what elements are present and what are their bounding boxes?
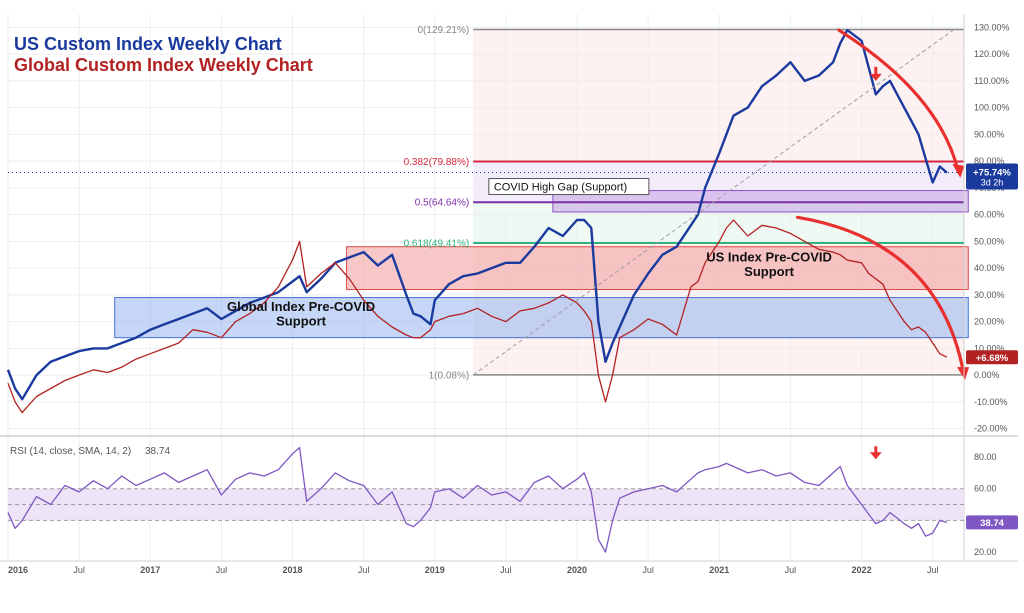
trend-diagonal [472,29,955,376]
zone-label: Global Index Pre-COVID [227,299,375,314]
fib-label: 0.5(64.64%) [415,198,469,209]
arrow-us [837,28,960,174]
rsi-tick-label: 80.00 [974,452,997,462]
y-tick-label: 20.00% [974,317,1005,327]
rsi-line [7,446,948,553]
fib-label: 0(129.21%) [417,25,469,36]
zone-label: Support [276,314,326,329]
y-tick-label: 10.00% [974,343,1005,353]
rsi-badge-value: 38.74 [980,518,1004,529]
zone-2 [114,297,969,339]
y-tick-label: 80.00% [974,156,1005,166]
y-tick-label: 130.00% [974,22,1010,32]
rsi-value: 38.74 [145,446,170,457]
fib-label: 1(0.08%) [429,370,470,381]
arrow-global-head [957,367,969,381]
y-tick-label: 120.00% [974,49,1010,59]
x-tick-label: 2022 [852,565,872,575]
x-tick-label: Jul [216,565,228,575]
rsi-value-badge [966,515,1018,530]
last-value-us: +75.74% [973,168,1011,179]
y-tick-label: -10.00% [974,397,1008,407]
y-tick-label: -20.00% [974,424,1008,434]
x-tick-label: Jul [73,565,85,575]
x-tick-label: Jul [500,565,512,575]
zone-label: Support [744,264,794,279]
arrow-global [795,215,966,377]
rsi-tick-label: 60.00 [974,484,997,494]
down-arrow-main-head [869,73,882,81]
y-tick-label: 110.00% [974,76,1009,86]
rsi-title: RSI (14, close, SMA, 14, 2) [10,446,131,457]
x-tick-label: 2019 [425,565,445,575]
axes: 130.00% 120.00% 110.00% 100.00% 90.00% 80.00%… [0,14,1018,560]
chart-subtitle: Global Custom Index Weekly Chart [14,55,313,75]
last-value-badge-us [966,163,1018,190]
y-tick-label: 30.00% [974,290,1005,300]
last-value-badge-global [966,350,1018,365]
annotations: COVID High Gap (Support) US Index Pre-COV… [8,28,969,381]
series-line-1 [7,219,948,414]
fib-label: 0.618(49.41%) [404,238,470,249]
fib-label: 0.382(79.88%) [404,157,470,168]
zone-1 [346,246,969,291]
last-value-global: +6.68% [976,353,1009,364]
arrow-us-head [952,163,965,178]
last-value-us-countdown: 3d 2h [981,178,1004,188]
y-tick-label: 90.00% [974,129,1005,139]
x-tick-label: 2018 [283,565,303,575]
x-axis: 2016 Jul 2017 Jul 2018 Jul 2019 Jul 2020 Jul 2021 J… [0,560,1018,575]
x-tick-label: 2016 [8,565,28,575]
down-arrow-rsi-head [869,452,882,460]
chart-title: US Custom Index Weekly Chart [14,34,282,54]
y-tick-label: 100.00% [974,103,1010,113]
x-tick-label: 2017 [140,565,160,575]
x-tick-label: 2021 [709,565,729,575]
zone-label-box [488,178,650,196]
x-tick-label: 2020 [567,565,587,575]
zone-label: US Index Pre-COVID [706,249,832,264]
y-tick-label: 50.00% [974,236,1005,246]
y-tick-label: 60.00% [974,210,1005,220]
y-tick-label: 0.00% [974,370,1000,380]
rsi-tick-label: 20.00 [974,547,997,557]
zone-label: COVID High Gap (Support) [494,182,627,194]
x-tick-label: Jul [785,565,797,575]
x-tick-label: Jul [927,565,939,575]
price-series [6,28,948,414]
x-tick-label: Jul [358,565,370,575]
x-tick-label: Jul [642,565,654,575]
series-line-0 [6,28,948,401]
y-tick-label: 40.00% [974,263,1005,273]
